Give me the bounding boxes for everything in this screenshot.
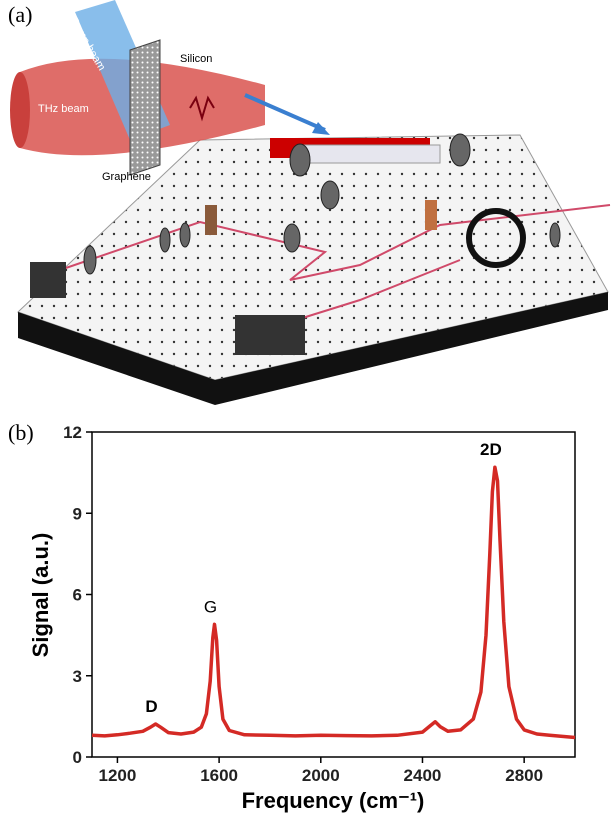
- x-axis-label: Frequency (cm⁻¹): [242, 788, 425, 813]
- y-tick-label: 6: [73, 586, 82, 605]
- y-tick-label: 3: [73, 667, 82, 686]
- y-axis-label: Signal (a.u.): [28, 533, 53, 658]
- setup-diagram: (a) Pump beam THz beam Silicon Graphene: [8, 0, 611, 405]
- x-tick-label: 2800: [505, 766, 543, 785]
- x-tick-label: 2400: [404, 766, 442, 785]
- y-tick-label: 0: [73, 748, 82, 767]
- x-tick-label: 1600: [200, 766, 238, 785]
- peak-label: G: [204, 597, 217, 616]
- peak-label: D: [145, 697, 157, 716]
- thz-label: THz beam: [38, 103, 89, 115]
- y-tick-label: 12: [63, 423, 82, 442]
- graphene-label: Graphene: [102, 171, 151, 183]
- panel-label: (a): [8, 2, 32, 27]
- panel-label: (b): [8, 420, 34, 445]
- spectrum-line: [91, 465, 576, 740]
- x-tick-label: 2000: [302, 766, 340, 785]
- y-tick-label: 9: [73, 504, 82, 523]
- x-tick-label: 1200: [99, 766, 137, 785]
- peak-label: 2D: [480, 440, 502, 459]
- silicon-label: Silicon: [180, 53, 212, 65]
